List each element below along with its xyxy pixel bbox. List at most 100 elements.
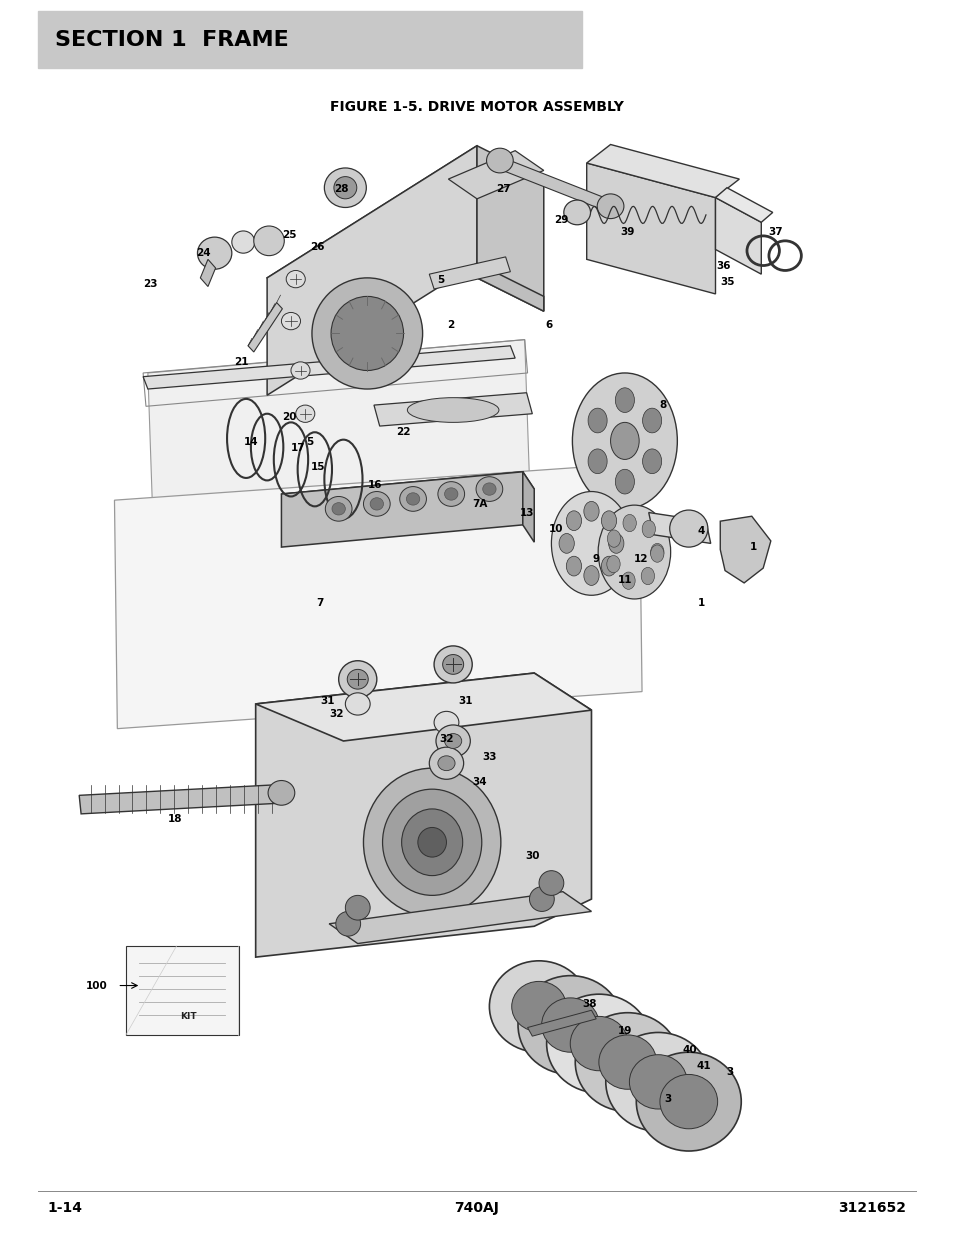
Ellipse shape [345, 895, 370, 920]
Polygon shape [648, 513, 710, 543]
Text: SECTION 1  FRAME: SECTION 1 FRAME [55, 30, 289, 49]
Ellipse shape [598, 505, 670, 599]
Ellipse shape [650, 543, 663, 561]
Polygon shape [720, 516, 770, 583]
Text: KIT: KIT [180, 1011, 197, 1021]
Text: 31: 31 [319, 697, 335, 706]
Polygon shape [715, 198, 760, 274]
Ellipse shape [529, 887, 554, 911]
Polygon shape [148, 340, 529, 513]
Ellipse shape [363, 492, 390, 516]
Text: 39: 39 [619, 227, 635, 237]
Ellipse shape [583, 501, 598, 521]
Ellipse shape [437, 482, 464, 506]
Ellipse shape [597, 194, 623, 219]
Ellipse shape [444, 734, 461, 748]
Polygon shape [715, 188, 772, 222]
Polygon shape [586, 163, 715, 294]
Ellipse shape [636, 1052, 740, 1151]
Text: 31: 31 [457, 697, 473, 706]
Ellipse shape [442, 655, 463, 674]
Ellipse shape [363, 768, 500, 916]
Ellipse shape [610, 422, 639, 459]
Text: 21: 21 [233, 357, 249, 367]
Text: 11: 11 [617, 576, 632, 585]
Text: FIGURE 1-5. DRIVE MOTOR ASSEMBLY: FIGURE 1-5. DRIVE MOTOR ASSEMBLY [330, 100, 623, 115]
Text: 8: 8 [659, 400, 666, 410]
Ellipse shape [607, 530, 620, 547]
Polygon shape [491, 153, 612, 214]
Ellipse shape [370, 498, 383, 510]
Ellipse shape [622, 515, 636, 532]
Ellipse shape [331, 296, 403, 370]
Polygon shape [429, 257, 510, 289]
Text: 16: 16 [367, 480, 382, 490]
Ellipse shape [642, 408, 661, 433]
Polygon shape [143, 346, 515, 389]
Ellipse shape [606, 556, 619, 573]
Text: 27: 27 [496, 184, 511, 194]
Text: 34: 34 [472, 777, 487, 787]
Ellipse shape [253, 226, 284, 256]
Ellipse shape [401, 809, 462, 876]
Polygon shape [200, 259, 215, 287]
Text: 14: 14 [243, 437, 258, 447]
Ellipse shape [659, 1074, 717, 1129]
Ellipse shape [572, 373, 677, 509]
Ellipse shape [541, 998, 598, 1052]
Ellipse shape [517, 976, 622, 1074]
Ellipse shape [558, 534, 574, 553]
Ellipse shape [570, 1016, 627, 1071]
Ellipse shape [598, 1035, 656, 1089]
Ellipse shape [608, 534, 623, 553]
Ellipse shape [650, 545, 663, 562]
Ellipse shape [489, 961, 588, 1052]
Ellipse shape [437, 756, 455, 771]
Polygon shape [448, 151, 543, 199]
Text: 38: 38 [581, 999, 597, 1009]
Text: 18: 18 [167, 814, 182, 824]
Ellipse shape [566, 511, 581, 531]
Polygon shape [267, 146, 486, 290]
Polygon shape [281, 472, 522, 547]
Text: 33: 33 [481, 752, 497, 762]
Text: 20: 20 [281, 412, 296, 422]
Ellipse shape [587, 448, 606, 473]
Ellipse shape [335, 911, 360, 936]
Text: 37: 37 [767, 227, 782, 237]
Ellipse shape [641, 520, 655, 537]
Ellipse shape [382, 789, 481, 895]
Polygon shape [248, 303, 282, 352]
Polygon shape [114, 463, 641, 729]
Ellipse shape [399, 487, 426, 511]
Text: 19: 19 [617, 1026, 632, 1036]
Text: 1-14: 1-14 [48, 1200, 83, 1215]
Text: 30: 30 [524, 851, 539, 861]
Text: 12: 12 [633, 555, 648, 564]
Text: 15: 15 [310, 462, 325, 472]
Text: 41: 41 [696, 1061, 711, 1071]
Text: 40: 40 [681, 1045, 697, 1055]
Polygon shape [329, 892, 591, 944]
Bar [38, 11, 581, 68]
Text: 7: 7 [315, 598, 323, 608]
Polygon shape [255, 673, 591, 741]
Ellipse shape [434, 646, 472, 683]
Ellipse shape [615, 388, 634, 412]
Text: 3: 3 [725, 1067, 733, 1077]
Ellipse shape [406, 493, 419, 505]
Text: 100: 100 [86, 981, 108, 990]
Text: 29: 29 [553, 215, 568, 225]
Polygon shape [476, 146, 543, 311]
Text: 22: 22 [395, 427, 411, 437]
Ellipse shape [324, 168, 366, 207]
Text: 3121652: 3121652 [838, 1200, 905, 1215]
Text: 35: 35 [720, 277, 735, 287]
Ellipse shape [334, 177, 356, 199]
Text: 7A: 7A [472, 499, 487, 509]
Text: 24: 24 [195, 248, 211, 258]
Ellipse shape [197, 237, 232, 269]
Ellipse shape [476, 477, 502, 501]
Ellipse shape [642, 448, 661, 473]
Text: 13: 13 [519, 508, 535, 517]
